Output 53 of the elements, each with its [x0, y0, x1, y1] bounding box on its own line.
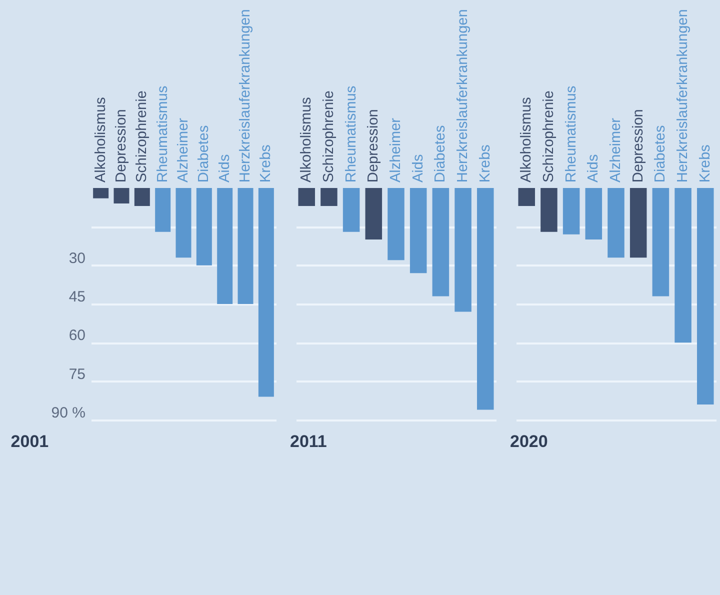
bar: [585, 188, 602, 240]
bar: [697, 188, 714, 405]
x-tick-label: Krebs: [697, 144, 714, 182]
x-tick-label: Rheumatismus: [154, 86, 171, 182]
x-tick-label: Aids: [216, 154, 233, 182]
x-tick-label: Krebs: [258, 144, 274, 182]
y-tick-label: 75: [68, 366, 86, 383]
bar: [454, 188, 472, 312]
x-tick-label: Herzkreislauferkrankungen: [675, 9, 692, 182]
bar: [518, 188, 535, 206]
y-tick-label: 45: [68, 288, 86, 306]
text: 2001: [10, 432, 49, 451]
x-tick-label: Herzkreislauferkrankungen: [238, 9, 254, 182]
x-tick-label: Schizophrenie: [134, 90, 150, 182]
bar: [652, 188, 670, 296]
x-tick-label: Krebs: [477, 144, 494, 182]
x-tick-label: Alkoholismus: [298, 97, 315, 182]
x-tick-label: Schizophrenie: [540, 90, 557, 182]
x-tick-label: Schizophrenie: [320, 90, 337, 182]
x-tick-label: Diabetes: [196, 125, 212, 182]
bar: [477, 188, 494, 410]
y-tick-label: 90 %: [51, 404, 86, 422]
bar: [562, 188, 580, 234]
bar: [342, 188, 360, 232]
text: 2020: [510, 432, 548, 451]
bar: [608, 188, 624, 258]
x-tick-label: Rheumatismus: [343, 86, 360, 182]
bar: [674, 188, 692, 343]
y-tick-label: 60: [68, 327, 86, 344]
x-tick-label: Alkoholismus: [92, 97, 109, 182]
bar: [388, 188, 404, 260]
x-tick-label: Diabetes: [432, 125, 449, 182]
text: 2011: [290, 432, 327, 451]
y-tick-label: 30: [68, 250, 86, 267]
bar: [365, 188, 382, 240]
x-tick-label: Aids: [586, 154, 602, 182]
x-tick-label: Diabetes: [652, 125, 669, 182]
bar: [432, 188, 450, 296]
x-tick-label: Herzkreislauferkrankungen: [455, 9, 472, 182]
bar: [630, 188, 647, 258]
bar: [320, 188, 338, 206]
bar: [298, 188, 315, 206]
x-tick-label: Aids: [410, 154, 426, 182]
x-tick-label: Alkoholismus: [518, 97, 535, 182]
x-tick-label: Alzheimer: [608, 118, 624, 182]
x-tick-label: Alzheimer: [176, 118, 192, 182]
x-tick-label: Depression: [630, 109, 646, 182]
bar: [410, 188, 427, 274]
x-tick-label: Depression: [366, 109, 382, 182]
x-tick-label: Alzheimer: [388, 118, 404, 182]
bar: [540, 188, 558, 232]
x-tick-label: Depression: [113, 109, 130, 182]
x-tick-label: Rheumatismus: [563, 86, 580, 182]
